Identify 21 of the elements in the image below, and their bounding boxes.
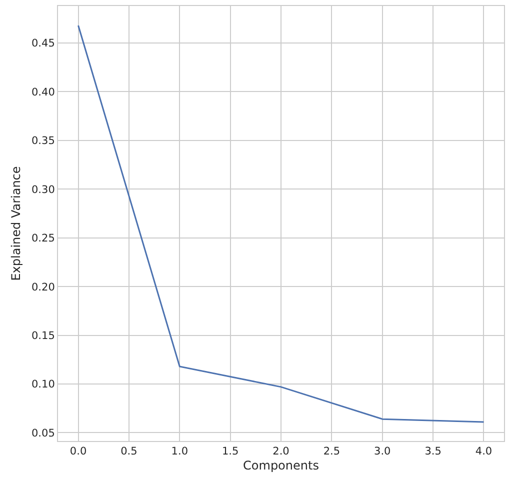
- y-tick-label: 0.30: [32, 184, 55, 196]
- y-tick-label: 0.45: [32, 38, 55, 50]
- y-tick-label: 0.25: [32, 232, 55, 245]
- x-tick-label: 2.0: [272, 446, 290, 458]
- y-axis-title: Explained Variance: [8, 166, 23, 281]
- y-tick-label: 0.35: [32, 135, 55, 148]
- x-tick-label: 0.5: [120, 446, 138, 458]
- y-tick-label: 0.20: [32, 281, 55, 294]
- y-tick-label: 0.15: [32, 330, 55, 342]
- line-series: [78, 24, 484, 423]
- x-tick-label: 1.0: [171, 446, 188, 458]
- x-tick-label: 0.0: [70, 446, 87, 458]
- x-axis-title: Components: [243, 458, 319, 472]
- x-tick-label: 4.0: [475, 446, 492, 458]
- x-tick-label: 3.0: [374, 446, 391, 458]
- y-tick-label: 0.10: [32, 378, 55, 391]
- y-tick-label: 0.40: [32, 86, 55, 98]
- x-tick-label: 3.5: [424, 446, 442, 458]
- x-tick-label: 1.5: [222, 446, 239, 458]
- x-tick-label: 2.5: [323, 446, 340, 458]
- y-tick-label: 0.05: [32, 427, 55, 440]
